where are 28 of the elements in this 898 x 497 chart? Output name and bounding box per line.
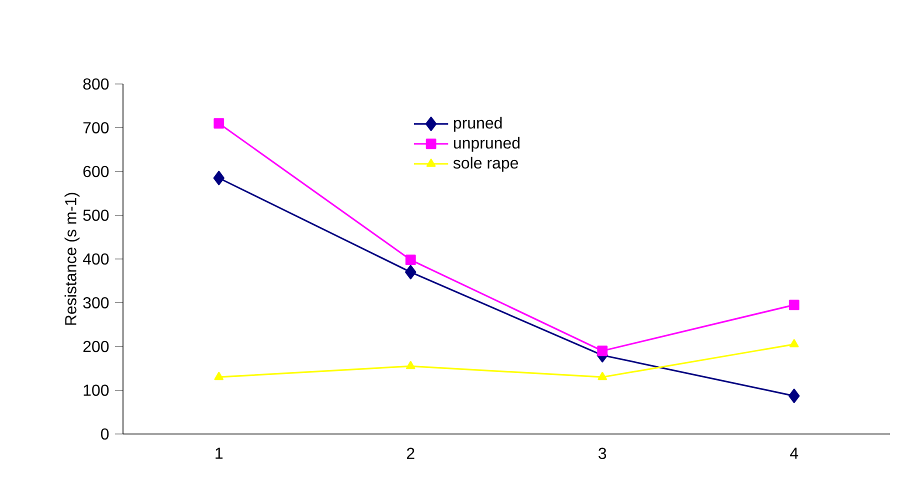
- point: [788, 388, 800, 404]
- y-tick-label: 300: [83, 297, 109, 308]
- point: [214, 118, 224, 129]
- x-tick-label: 3: [598, 448, 606, 460]
- point: [790, 339, 799, 348]
- y-tick-label: 700: [83, 122, 109, 134]
- y-tick-label: 0: [101, 428, 109, 440]
- legend-label: sole rape: [453, 156, 518, 172]
- point: [788, 300, 800, 310]
- point: [405, 254, 416, 266]
- point: [597, 346, 608, 356]
- point: [214, 372, 224, 380]
- legend-label: pruned: [454, 116, 502, 132]
- y-tick-label: 800: [83, 78, 109, 90]
- point: [598, 372, 607, 380]
- y-tick-label: 400: [82, 253, 109, 265]
- y-tick-label: 100: [84, 384, 109, 396]
- y-tick-label: 600: [83, 166, 109, 178]
- y-axis-title: Resistance (s m-1): [64, 192, 80, 325]
- point: [213, 170, 224, 186]
- x-tick-label: 4: [790, 448, 798, 459]
- point: [405, 264, 416, 280]
- y-tick-label: 500: [83, 210, 109, 221]
- x-tick-label: 1: [216, 448, 223, 459]
- point: [406, 360, 416, 370]
- x-tick-label: 2: [406, 448, 414, 459]
- legend-label: unpruned: [454, 136, 520, 152]
- y-tick-label: 200: [83, 340, 109, 352]
